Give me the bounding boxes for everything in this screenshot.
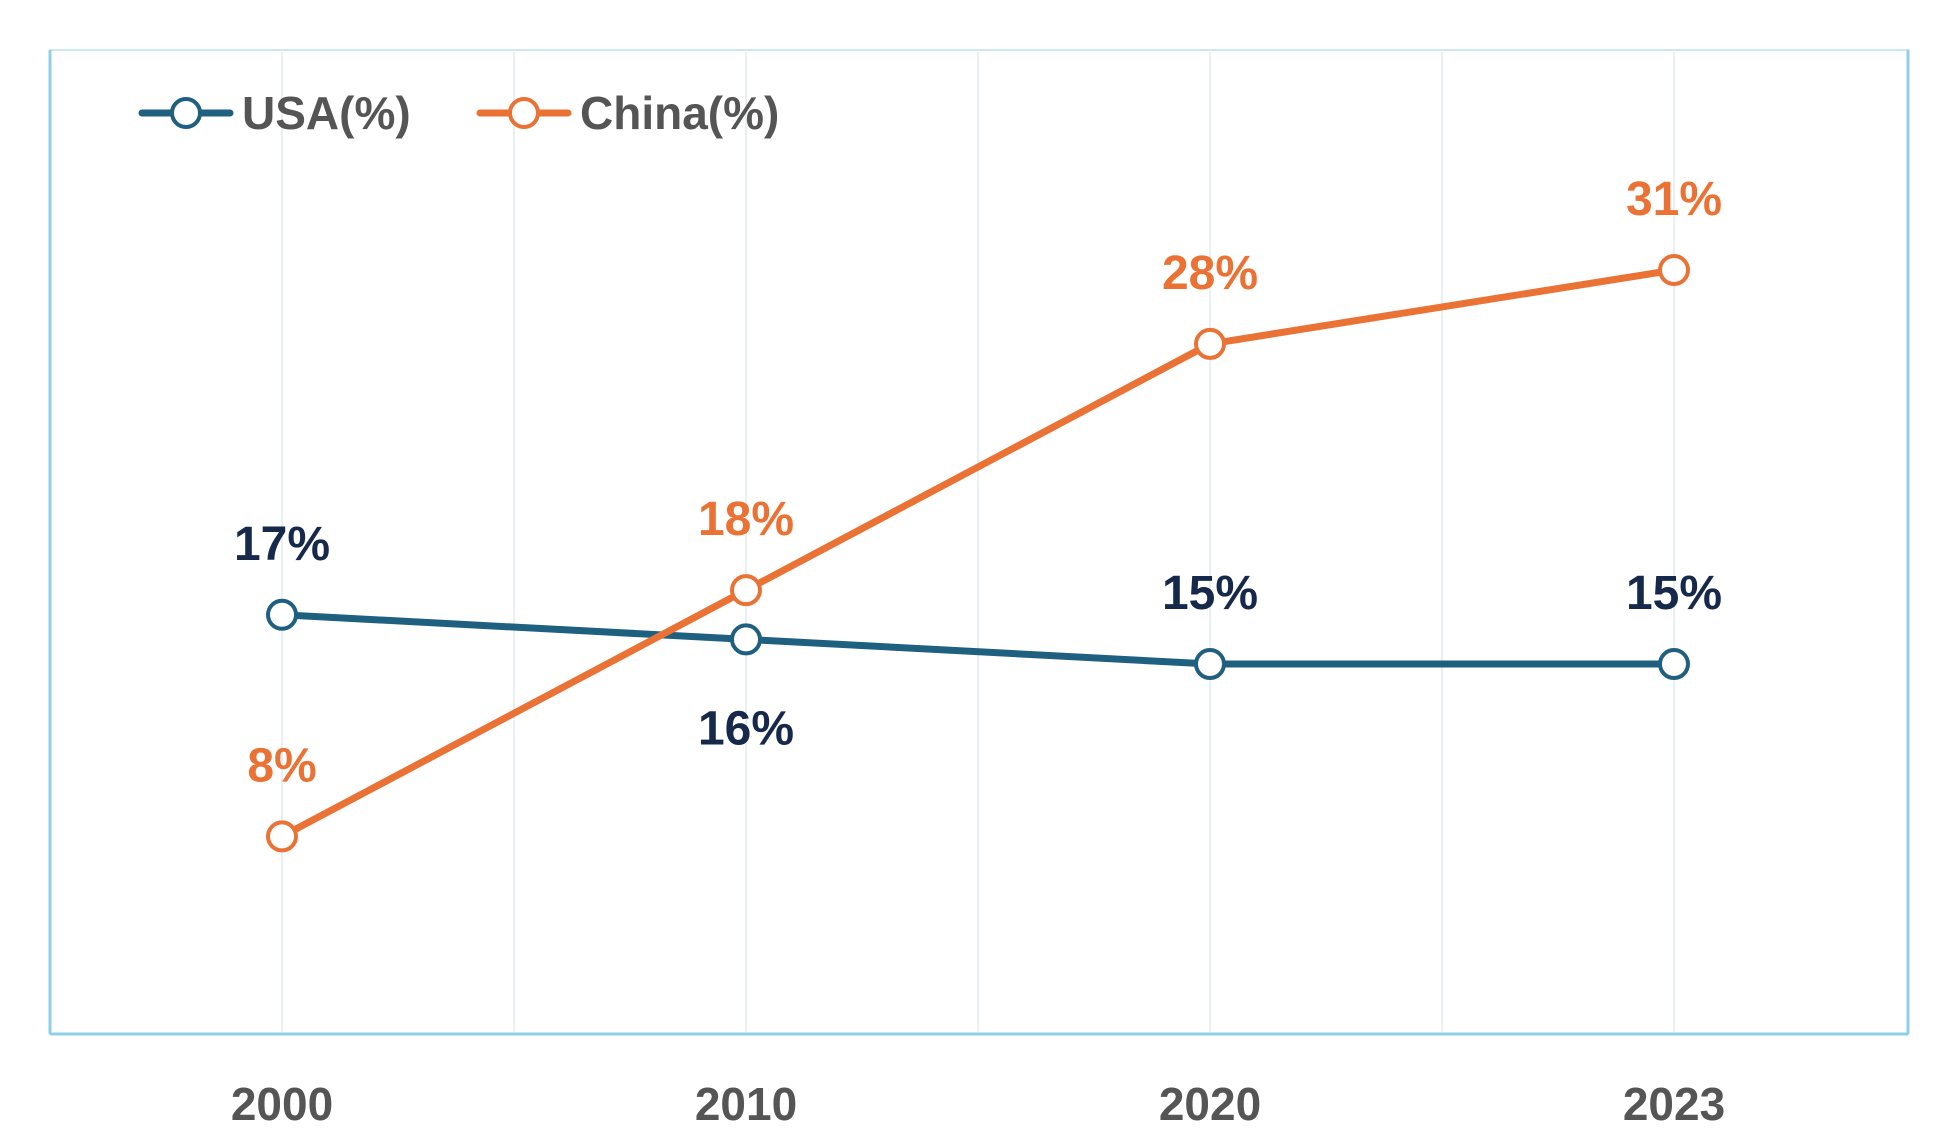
point-usa-2020 [1194, 648, 1226, 681]
x-tick-label-2023: 2023 [1623, 1078, 1725, 1130]
legend-marker-china [508, 97, 540, 129]
legend-label-china: China(%) [580, 87, 779, 139]
data-labels: 17% 16% 15% 15% 8% 18% 28% 31% [234, 173, 1722, 792]
data-label-china-2020: 28% [1162, 247, 1258, 300]
grid-lines [281, 52, 1675, 1032]
point-usa-2023 [1658, 648, 1690, 681]
legend-item-usa: USA(%) [138, 87, 411, 139]
data-label-usa-2020: 15% [1162, 567, 1258, 620]
data-label-usa-2000: 17% [234, 518, 330, 571]
legend: USA(%) China(%) [138, 87, 779, 139]
point-china-2010 [730, 574, 762, 607]
point-china-2020 [1194, 327, 1226, 360]
legend-item-china: China(%) [476, 87, 779, 139]
data-label-china-2000: 8% [247, 739, 316, 792]
x-tick-label-2010: 2010 [695, 1078, 797, 1130]
x-tick-label-2020: 2020 [1159, 1078, 1261, 1130]
legend-marker-usa [170, 97, 202, 129]
point-usa-2010 [730, 623, 762, 656]
point-usa-2000 [266, 598, 298, 631]
data-label-usa-2023: 15% [1626, 567, 1722, 620]
point-china-2000 [266, 820, 298, 853]
data-label-usa-2010: 16% [698, 702, 794, 755]
x-tick-label-2000: 2000 [231, 1078, 333, 1130]
legend-label-usa: USA(%) [242, 87, 411, 139]
series-layer [266, 254, 1690, 853]
series-line-china [278, 266, 1678, 840]
data-label-china-2010: 18% [698, 493, 794, 546]
series-line-usa [278, 611, 1678, 668]
data-label-china-2023: 31% [1626, 173, 1722, 226]
x-tick-labels: 2000 2010 2020 2023 [231, 1078, 1725, 1130]
point-china-2023 [1658, 254, 1690, 287]
